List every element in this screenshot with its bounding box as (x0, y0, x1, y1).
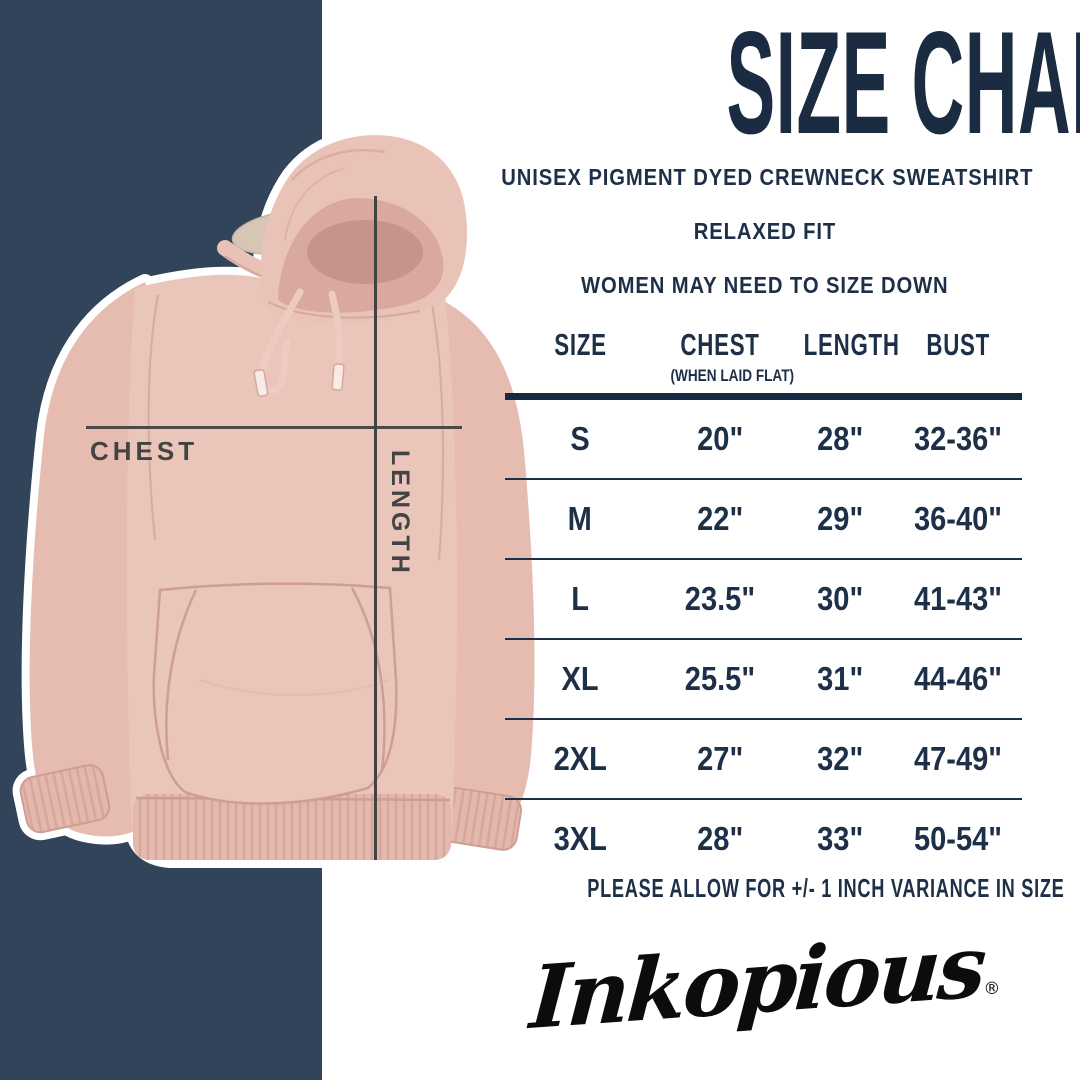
chest-value: 20" (696, 420, 744, 457)
table-row: L 23.5" 30" 41-43" (505, 560, 1022, 640)
size-value: L (571, 580, 589, 617)
size-value: M (567, 500, 593, 537)
table-row: 3XL 28" 33" 50-54" (505, 800, 1022, 878)
chest-note: (WHEN LAID FLAT) (670, 366, 795, 385)
bust-value: 47-49" (914, 740, 1003, 777)
length-value: 28" (816, 420, 864, 457)
brand-logo-text: Inkopious (526, 915, 987, 1050)
subtitle-fit: RELAXED FIT (693, 218, 837, 244)
body-wrinkle (199, 679, 391, 696)
bust-value: 50-54" (914, 820, 1003, 857)
column-header-size: SIZE (553, 327, 607, 362)
table-header-rule (505, 393, 1022, 400)
length-value: 30" (816, 580, 864, 617)
bust-value: 32-36" (914, 420, 1003, 457)
chest-value: 28" (696, 820, 744, 857)
page-title: SIZE CHART (726, 1, 1080, 164)
bust-value: 41-43" (914, 580, 1003, 617)
length-value: 32" (816, 740, 864, 777)
column-header-chest: CHEST (680, 327, 760, 362)
size-table-header: SIZE CHEST LENGTH BUST (505, 322, 1022, 368)
info-panel: SIZE CHART UNISEX PIGMENT DYED CREWNECK … (501, 0, 1080, 1080)
length-value: 31" (816, 660, 864, 697)
length-measure-label: LENGTH (386, 450, 414, 577)
size-value: 3XL (553, 820, 607, 857)
table-row: XL 25.5" 31" 44-46" (505, 640, 1022, 720)
left-cuff (19, 764, 111, 834)
chest-measure-line (86, 426, 462, 429)
size-value: XL (561, 660, 599, 697)
chest-value: 22" (696, 500, 744, 537)
size-value: S (570, 420, 590, 457)
registered-mark: ® (983, 979, 1001, 999)
hood-fold-2 (284, 167, 346, 241)
hood-fold (291, 148, 386, 181)
chest-measure-label: CHEST (90, 436, 199, 466)
table-row: 2XL 27" 32" 47-49" (505, 720, 1022, 800)
hood-inner-shadow (307, 220, 423, 284)
variance-note: PLEASE ALLOW FOR +/- 1 INCH VARIANCE IN … (587, 873, 1065, 903)
column-header-bust: BUST (926, 327, 991, 362)
left-armhole-seam (147, 294, 159, 541)
bust-value: 36-40" (914, 500, 1003, 537)
table-row: S 20" 28" 32-36" (505, 400, 1022, 480)
hem-ribbing (133, 794, 451, 860)
subtitle-product: UNISEX PIGMENT DYED CREWNECK SWEATSHIRT (501, 164, 1034, 190)
drawstrings (253, 288, 345, 397)
brand-logo: Inkopious® (505, 916, 1025, 1058)
subtitle-sizing-note: WOMEN MAY NEED TO SIZE DOWN (581, 272, 949, 298)
right-armhole-seam (431, 304, 445, 561)
size-value: 2XL (553, 740, 607, 777)
length-value: 29" (816, 500, 864, 537)
chest-value: 27" (696, 740, 744, 777)
length-value: 33" (816, 820, 864, 857)
length-measure-line (374, 196, 377, 860)
column-header-length: LENGTH (803, 327, 900, 362)
table-row: M 22" 29" 36-40" (505, 480, 1022, 560)
bust-value: 44-46" (914, 660, 1003, 697)
chest-value: 25.5" (684, 660, 756, 697)
size-table-body: S 20" 28" 32-36" M 22" 29" 36-40" L 23.5… (505, 400, 1022, 878)
chest-value: 23.5" (684, 580, 756, 617)
